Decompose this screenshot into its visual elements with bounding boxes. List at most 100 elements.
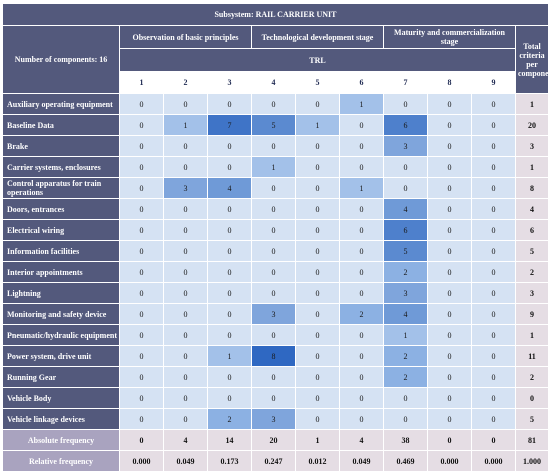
trl-count-cell: 0 [163,303,208,325]
trl-count-cell: 0 [119,240,164,262]
component-row: Power system, drive unit 0 0 1 8 0 0 2 0 0 11 [2,345,550,367]
stage-header-basic-principles: Observation of basic principles [119,25,252,49]
trl-count-cell: 0 [119,387,164,409]
trl-count-cell: 0 [207,366,252,388]
trl-count-cell: 0 [251,387,296,409]
component-label: Information facilities [2,240,120,262]
trl-count-cell: 0 [163,408,208,430]
component-row: Pneumatic/hydraulic equipment 0 0 0 0 0 0 1 0 0 1 [2,324,550,346]
trl-count-cell: 2 [383,345,428,367]
component-row: Lightning 0 0 0 0 0 0 3 0 0 3 [2,282,550,304]
trl-count-cell: 0 [427,156,472,178]
absolute-frequency-cell: 0 [119,429,164,451]
component-label: Vehicle linkage devices [2,408,120,430]
relative-frequency-cell: 0.012 [295,450,340,472]
trl-count-cell: 0 [119,366,164,388]
absolute-frequency-cell: 1 [295,429,340,451]
trl-count-cell: 0 [295,282,340,304]
component-label: Doors, entrances [2,198,120,220]
trl-count-cell: 0 [383,93,428,115]
trl-level-header: 9 [471,71,516,94]
component-row: Control apparatus for train operations 0 3… [2,177,550,199]
trl-count-cell: 0 [163,282,208,304]
trl-count-cell: 0 [339,408,384,430]
trl-count-cell: 0 [295,240,340,262]
trl-count-cell: 0 [163,135,208,157]
absolute-frequency-cell: 14 [207,429,252,451]
trl-count-cell: 0 [207,387,252,409]
absolute-frequency-cell: 20 [251,429,296,451]
component-label: Power system, drive unit [2,345,120,367]
trl-count-cell: 0 [295,366,340,388]
trl-level-header: 7 [383,71,428,94]
component-total-cell: 9 [514,303,550,325]
trl-count-cell: 0 [251,177,296,199]
trl-count-cell: 1 [383,324,428,346]
trl-count-cell: 0 [471,240,516,262]
trl-count-cell: 0 [383,408,428,430]
component-label: Baseline Data [2,114,120,136]
trl-count-cell: 0 [207,303,252,325]
trl-count-cell: 0 [295,345,340,367]
absolute-frequency-cell: 0 [471,429,516,451]
trl-count-cell: 0 [471,324,516,346]
trl-count-cell: 0 [251,198,296,220]
component-label: Brake [2,135,120,157]
trl-count-cell: 0 [339,282,384,304]
trl-count-cell: 4 [207,177,252,199]
trl-count-cell: 0 [163,198,208,220]
trl-count-cell: 0 [427,282,472,304]
component-row: Information facilities 0 0 0 0 0 0 5 0 0 5 [2,240,550,262]
trl-count-cell: 0 [339,135,384,157]
trl-count-cell: 0 [339,345,384,367]
trl-count-cell: 0 [119,93,164,115]
trl-count-cell: 0 [119,177,164,199]
trl-count-cell: 0 [427,324,472,346]
trl-count-cell: 1 [163,114,208,136]
trl-count-cell: 1 [251,156,296,178]
trl-header: TRL [119,48,516,72]
component-label: Auxiliary operating equipment [2,93,120,115]
component-total-cell: 2 [514,261,550,283]
trl-count-cell: 0 [163,240,208,262]
trl-count-cell: 0 [471,114,516,136]
trl-count-cell: 0 [207,219,252,241]
relative-frequency-cell: 0.000 [471,450,516,472]
component-row: Vehicle Body 0 0 0 0 0 0 0 0 0 0 [2,387,550,409]
trl-count-cell: 0 [383,156,428,178]
trl-count-cell: 0 [383,387,428,409]
absolute-frequency-total-cell: 81 [514,429,550,451]
trl-count-cell: 0 [119,135,164,157]
trl-count-cell: 0 [427,240,472,262]
component-label: Lightning [2,282,120,304]
trl-count-cell: 6 [383,219,428,241]
trl-count-cell: 0 [471,219,516,241]
component-total-cell: 6 [514,219,550,241]
trl-count-cell: 0 [251,324,296,346]
component-label: Vehicle Body [2,387,120,409]
trl-count-cell: 0 [339,198,384,220]
trl-count-cell: 0 [251,93,296,115]
trl-count-cell: 0 [339,240,384,262]
component-total-cell: 1 [514,93,550,115]
trl-count-cell: 0 [119,219,164,241]
trl-level-header: 3 [207,71,252,94]
trl-count-cell: 0 [295,177,340,199]
trl-count-cell: 0 [295,261,340,283]
trl-count-cell: 0 [251,240,296,262]
component-row: Monitoring and safety device 0 0 0 3 0 2 4 0 0 9 [2,303,550,325]
component-label: Pneumatic/hydraulic equipment [2,324,120,346]
trl-count-cell: 0 [207,282,252,304]
trl-count-cell: 8 [251,345,296,367]
trl-count-cell: 0 [251,261,296,283]
relative-frequency-cell: 0.049 [339,450,384,472]
trl-count-cell: 0 [471,366,516,388]
trl-count-cell: 0 [163,219,208,241]
trl-count-cell: 0 [339,324,384,346]
trl-count-cell: 0 [339,219,384,241]
absolute-frequency-label: Absolute frequency [2,429,120,451]
trl-count-cell: 0 [471,387,516,409]
absolute-frequency-cell: 38 [383,429,428,451]
component-total-cell: 5 [514,408,550,430]
absolute-frequency-cell: 0 [427,429,472,451]
